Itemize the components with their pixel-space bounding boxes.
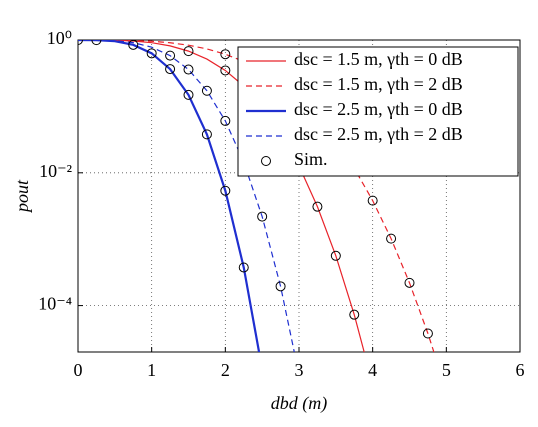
- sim-marker: [183, 46, 194, 57]
- sim-marker: [220, 49, 231, 60]
- x-tick-label: 4: [368, 360, 377, 380]
- sim-marker: [183, 64, 194, 75]
- series-line: [78, 40, 295, 352]
- sim-marker: [238, 262, 249, 273]
- sim-marker: [404, 277, 415, 288]
- x-tick-label: 2: [221, 360, 230, 380]
- x-axis-label: dbd (m): [271, 393, 328, 414]
- sim-marker: [349, 309, 360, 320]
- sim-marker: [312, 201, 323, 212]
- sim-marker: [330, 250, 341, 261]
- sim-marker: [257, 211, 268, 222]
- y-tick-label: 10⁻²: [39, 161, 72, 181]
- sim-marker: [367, 195, 378, 206]
- x-tick-label: 5: [442, 360, 451, 380]
- y-tick-label: 10⁻⁴: [38, 294, 72, 314]
- sim-marker: [275, 281, 286, 292]
- series-line: [78, 40, 435, 352]
- series-line: [78, 40, 365, 352]
- legend-swatch: [261, 156, 271, 166]
- sim-marker: [165, 64, 176, 75]
- x-tick-label: 1: [147, 360, 156, 380]
- sim-marker: [220, 185, 231, 196]
- y-axis-label: pout: [12, 179, 32, 214]
- sim-marker: [220, 65, 231, 76]
- plot-frame: [77, 39, 521, 353]
- sim-marker: [146, 48, 157, 59]
- sim-marker: [128, 40, 139, 50]
- sim-marker: [91, 40, 102, 46]
- x-tick-label: 3: [295, 360, 304, 380]
- legend-label: dsc = 2.5 m, γth = 2 dB: [294, 124, 463, 144]
- y-tick-label: 10⁰: [47, 28, 72, 48]
- legend-label: dsc = 1.5 m, γth = 2 dB: [294, 74, 463, 94]
- sim-marker: [422, 328, 433, 339]
- x-tick-label: 6: [516, 360, 525, 380]
- sim-marker: [386, 233, 397, 244]
- sim-marker: [165, 50, 176, 61]
- x-tick-label: 0: [74, 360, 83, 380]
- sim-marker: [183, 89, 194, 100]
- sim-marker: [220, 115, 231, 126]
- sim-marker: [201, 85, 212, 96]
- sim-marker: [201, 129, 212, 140]
- legend-label: dsc = 2.5 m, γth = 0 dB: [294, 99, 463, 119]
- legend-label: Sim.: [294, 149, 328, 169]
- legend-label: dsc = 1.5 m, γth = 0 dB: [294, 49, 463, 69]
